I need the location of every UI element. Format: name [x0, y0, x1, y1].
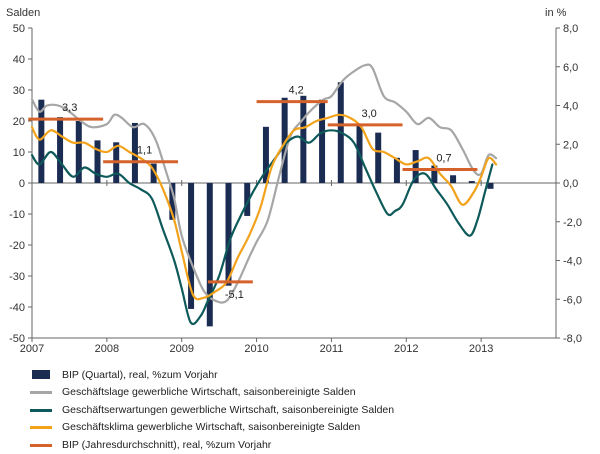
gdp-quarter-bar	[188, 183, 195, 309]
legend-swatch-klima	[30, 421, 52, 433]
legend-label: BIP (Jahresdurchschnitt), real, %zum Vor…	[62, 438, 272, 451]
annual-gdp-label: 0,7	[436, 152, 451, 164]
combo-chart: Salden in % 50403020100-10-20-30-40-508,…	[6, 7, 582, 355]
legend-label: Geschäftserwartungen gewerbliche Wirtsch…	[62, 403, 395, 416]
legend-swatch-lage-line	[30, 391, 52, 395]
gdp-quarter-bar	[319, 99, 326, 183]
legend-swatch-annual-line	[30, 443, 52, 447]
left-tick-label: 0	[19, 178, 25, 190]
gdp-quarter-bar	[150, 163, 157, 183]
legend-swatch-klima-line	[30, 426, 52, 430]
left-tick-label: 30	[13, 85, 25, 97]
x-tick-label: 2011	[320, 343, 344, 355]
left-tick-label: -10	[9, 209, 25, 221]
left-axis-label: Salden	[6, 7, 40, 19]
legend-item-geschaeftslage: Geschäftslage gewerbliche Wirtschaft, sa…	[30, 384, 590, 402]
geschaeftsklima-line	[30, 113, 498, 301]
left-tick-label: -20	[9, 240, 25, 252]
legend-label: BIP (Quartal), real, %zum Vorjahr	[62, 368, 218, 381]
gdp-quarter-bar	[225, 183, 232, 286]
geschaeftserwartungen-line	[30, 129, 494, 326]
x-tick-label: 2008	[95, 343, 119, 355]
right-tick-label: -8,0	[563, 333, 582, 345]
annual-gdp-label: 4,2	[288, 85, 303, 97]
gdp-quarter-bar	[468, 181, 475, 183]
right-axis-label: in %	[545, 7, 567, 19]
legend-swatch-erwartungen	[30, 404, 52, 416]
data-labels: 3,3 1,1 -5,1 4,2 3,0 0,7	[62, 85, 452, 301]
gdp-quarter-bar	[131, 122, 138, 183]
gdp-quarter-bar	[393, 157, 400, 183]
legend: BIP (Quartal), real, %zum Vorjahr Geschä…	[30, 366, 590, 454]
left-tick-label: -30	[9, 271, 25, 283]
right-tick-label: 2,0	[563, 139, 578, 151]
legend-item-geschaeftserwartungen: Geschäftserwartungen gewerbliche Wirtsch…	[30, 401, 590, 419]
geschaeftslage-line	[30, 63, 498, 304]
gdp-quarter-bar	[94, 140, 101, 183]
left-tick-label: -50	[9, 333, 25, 345]
gdp-quarter-bar	[281, 97, 288, 183]
gdp-quarter-bar	[412, 150, 419, 183]
x-tick-label: 2009	[169, 343, 193, 355]
right-tick-label: -2,0	[563, 217, 582, 229]
x-tick-label: 2007	[20, 343, 44, 355]
right-tick-label: -4,0	[563, 256, 582, 268]
annual-gdp-label: 1,1	[137, 145, 152, 157]
legend-label: Geschäftslage gewerbliche Wirtschaft, sa…	[62, 386, 356, 399]
legend-swatch-bar	[30, 369, 52, 381]
left-tick-label: 10	[13, 147, 25, 159]
left-tick-label: 20	[13, 116, 25, 128]
right-tick-label: 4,0	[563, 101, 578, 113]
gdp-quarter-bar	[57, 117, 64, 183]
gdp-quarter-bar	[38, 99, 45, 183]
left-tick-label: 40	[13, 54, 25, 66]
legend-label: Geschäftsklima gewerbliche Wirtschaft, s…	[62, 421, 361, 434]
left-tick-label: -40	[9, 302, 25, 314]
gdp-quarter-bar	[206, 183, 213, 327]
annual-gdp-label: 3,0	[361, 108, 376, 120]
legend-swatch-lage	[30, 386, 52, 398]
gdp-quarter-bar	[431, 165, 438, 183]
right-tick-label: 6,0	[563, 62, 578, 74]
right-tick-label: 0,0	[563, 178, 578, 190]
annual-gdp-label: -5,1	[225, 289, 244, 301]
legend-swatch-bar-fill	[32, 369, 50, 379]
legend-item-geschaeftsklima: Geschäftsklima gewerbliche Wirtschaft, s…	[30, 419, 590, 437]
x-tick-label: 2010	[244, 343, 268, 355]
legend-item-bip-quartal: BIP (Quartal), real, %zum Vorjahr	[30, 366, 590, 384]
legend-swatch-annual	[30, 439, 52, 451]
gdp-quarter-bar	[375, 132, 382, 183]
line-series	[30, 63, 498, 326]
gdp-quarter-bar	[262, 126, 269, 183]
annual-gdp-series	[28, 100, 478, 284]
legend-item-bip-jahr: BIP (Jahresdurchschnitt), real, %zum Vor…	[30, 436, 590, 454]
gdp-quarter-bar	[244, 183, 251, 216]
legend-swatch-erwartungen-line	[30, 408, 52, 412]
annual-gdp-label: 3,3	[62, 102, 77, 114]
gdp-quarter-bar	[169, 183, 176, 220]
x-tick-label: 2012	[394, 343, 418, 355]
right-tick-label: 8,0	[563, 23, 578, 35]
gdp-quarter-bar	[487, 183, 494, 189]
left-tick-label: 50	[13, 23, 25, 35]
right-tick-label: -6,0	[563, 294, 582, 306]
axes: 50403020100-10-20-30-40-508,06,04,02,00,…	[9, 23, 582, 355]
gdp-quarter-bar	[450, 175, 457, 183]
gdp-quarter-bar	[75, 121, 82, 183]
x-tick-label: 2013	[469, 343, 493, 355]
